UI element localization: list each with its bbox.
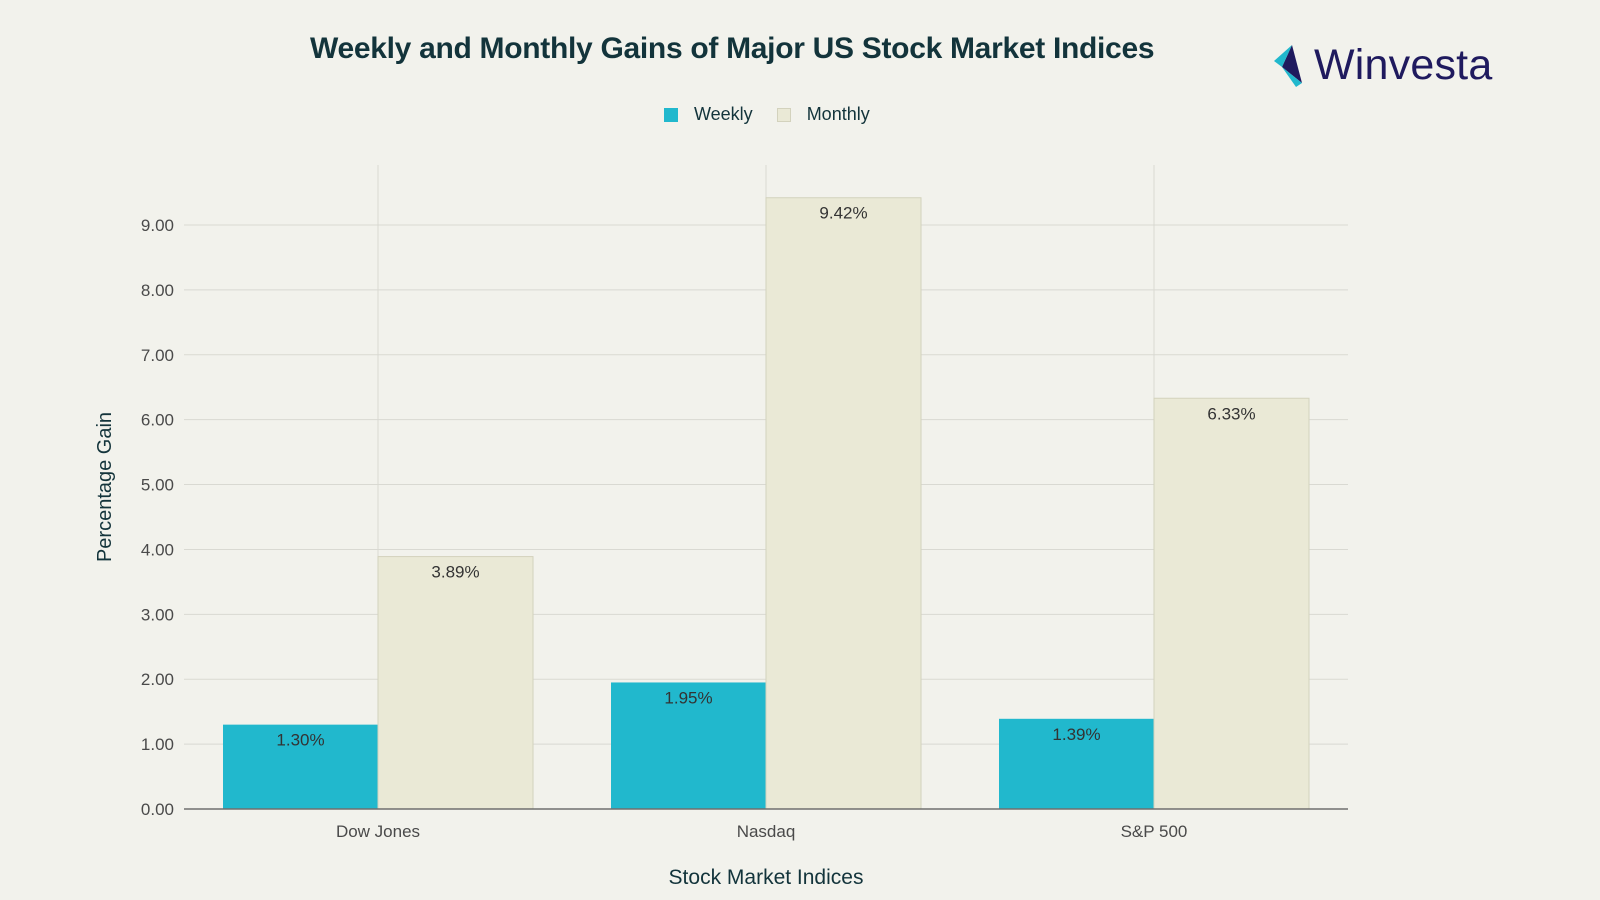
bar-monthly [377, 556, 534, 810]
x-axis-title: Stock Market Indices [669, 866, 864, 889]
legend-item-monthly[interactable]: Monthly [776, 104, 870, 125]
data-label-weekly: 1.95% [664, 688, 712, 707]
legend-item-weekly[interactable]: Weekly [664, 104, 753, 125]
y-tick-label: 6.00 [141, 411, 174, 430]
y-tick-label: 9.00 [141, 216, 174, 235]
data-label-weekly: 1.30% [276, 731, 324, 750]
legend-label-weekly: Weekly [694, 104, 753, 124]
chart-title: Weekly and Monthly Gains of Major US Sto… [310, 32, 1155, 65]
bar-weekly [223, 724, 378, 809]
brand-name: Winvesta [1314, 40, 1493, 89]
winvesta-logo-icon [1274, 45, 1302, 87]
brand-logo: Winvesta [1272, 40, 1492, 90]
data-label-monthly: 3.89% [431, 563, 479, 582]
bar-monthly [1153, 397, 1310, 810]
y-tick-label: 1.00 [141, 735, 174, 754]
bar-weekly [611, 682, 766, 809]
legend: Weekly Monthly [664, 104, 894, 125]
legend-swatch-weekly [664, 107, 678, 122]
y-tick-label: 7.00 [141, 346, 174, 365]
y-axis-title: Percentage Gain [94, 412, 116, 562]
x-tick-label: Nasdaq [737, 822, 796, 841]
data-label-monthly: 6.33% [1207, 404, 1255, 423]
y-tick-label: 2.00 [141, 670, 174, 689]
legend-label-monthly: Monthly [806, 104, 870, 124]
legend-swatch-monthly [776, 107, 791, 122]
bar-weekly [999, 718, 1154, 809]
x-tick-label: S&P 500 [1121, 822, 1188, 841]
data-label-monthly: 9.42% [819, 204, 867, 223]
y-tick-label: 4.00 [141, 540, 174, 559]
x-tick-label: Dow Jones [336, 822, 420, 841]
bar-monthly [765, 197, 922, 810]
y-tick-label: 3.00 [141, 605, 174, 624]
y-tick-label: 5.00 [141, 476, 174, 495]
y-tick-label: 8.00 [141, 281, 174, 300]
y-tick-label: 0.00 [141, 800, 174, 819]
data-label-weekly: 1.39% [1052, 725, 1100, 744]
